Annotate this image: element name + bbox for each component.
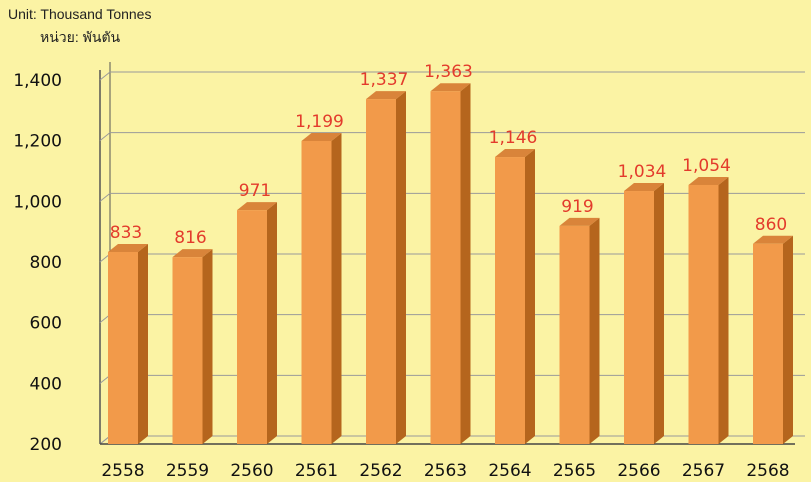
- data-label: 971: [239, 181, 271, 201]
- x-tick-label: 2562: [359, 461, 402, 481]
- bar-top: [495, 149, 535, 158]
- y-tick-label: 400: [30, 374, 62, 394]
- data-label: 816: [174, 228, 206, 248]
- bar-side: [654, 183, 664, 444]
- bar: [559, 225, 590, 444]
- bar-2560: [237, 202, 277, 444]
- bar: [624, 191, 654, 444]
- bar-top: [301, 132, 342, 141]
- unit-label-en: Unit: Thousand Tonnes: [8, 6, 152, 22]
- unit-label-th: หน่วย: พันตัน: [40, 29, 121, 45]
- bar-top: [366, 91, 406, 100]
- y-tick-label: 1,200: [13, 132, 62, 152]
- x-tick-label: 2567: [682, 461, 725, 481]
- bar: [108, 251, 138, 444]
- x-tick-label: 2561: [295, 461, 338, 481]
- bar-2559: [172, 249, 213, 444]
- bar-2562: [366, 91, 406, 445]
- bar-top: [108, 243, 148, 252]
- bar-2561: [301, 132, 342, 444]
- x-tick-label: 2558: [101, 461, 144, 481]
- bar-side: [589, 217, 600, 444]
- bar-side: [202, 249, 213, 444]
- data-label: 1,363: [424, 62, 473, 82]
- bar: [237, 210, 267, 444]
- gridline-corner: [99, 71, 111, 81]
- bar: [495, 157, 525, 444]
- bar-top: [688, 176, 729, 185]
- bar-2558: [108, 243, 148, 444]
- bar-side: [525, 149, 535, 444]
- bar-side: [396, 91, 406, 445]
- bar-top: [753, 235, 793, 244]
- data-label: 1,034: [618, 162, 667, 182]
- bar-2564: [495, 149, 535, 444]
- bar-side: [460, 83, 471, 445]
- data-label: 919: [561, 197, 593, 217]
- bar-top: [237, 202, 277, 211]
- bar: [301, 140, 332, 444]
- x-tick-label: 2560: [230, 461, 273, 481]
- gridline-corner: [99, 192, 111, 202]
- x-tick-label: 2564: [488, 461, 531, 481]
- bar-2566: [624, 183, 664, 444]
- bar: [172, 257, 203, 444]
- data-label: 1,146: [489, 128, 538, 148]
- bar: [753, 243, 783, 444]
- bar-side: [783, 235, 793, 444]
- y-tick-label: 200: [30, 435, 62, 455]
- x-tick-label: 2559: [166, 461, 209, 481]
- bar-top: [624, 183, 664, 192]
- data-label: 1,199: [295, 112, 344, 132]
- gridline-corner: [99, 132, 111, 142]
- bar-top: [430, 83, 471, 92]
- data-label: 1,054: [682, 156, 731, 176]
- data-label: 1,337: [360, 70, 409, 90]
- y-tick-label: 800: [30, 253, 62, 273]
- data-label: 833: [110, 223, 142, 243]
- bar-side: [331, 132, 342, 444]
- bar-side: [718, 176, 729, 444]
- bar-top: [559, 217, 600, 226]
- data-label: 860: [755, 215, 787, 235]
- x-tick-label: 2563: [424, 461, 467, 481]
- bar-top: [172, 249, 213, 258]
- bar-2565: [559, 217, 600, 444]
- y-tick-label: 600: [30, 314, 62, 334]
- bar-side: [138, 243, 148, 444]
- bar: [430, 91, 461, 445]
- bar-2567: [688, 176, 729, 444]
- bar: [688, 184, 719, 444]
- x-tick-label: 2568: [746, 461, 789, 481]
- x-tick-label: 2566: [617, 461, 660, 481]
- x-tick-label: 2565: [553, 461, 596, 481]
- bar-2568: [753, 235, 793, 444]
- bar-side: [267, 202, 277, 444]
- bar-2563: [430, 83, 471, 445]
- y-tick-label: 1,400: [13, 71, 62, 91]
- bar: [366, 99, 396, 445]
- y-tick-label: 1,000: [13, 192, 62, 212]
